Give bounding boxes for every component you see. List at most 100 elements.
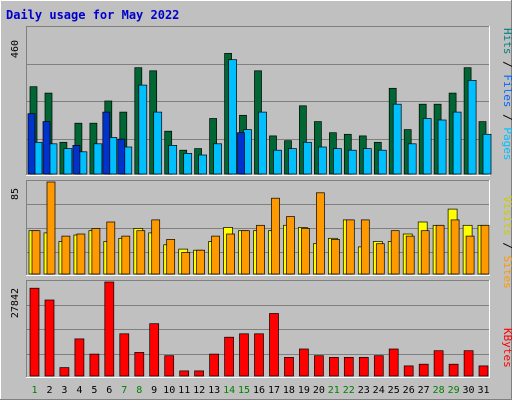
kbytes-bar-day-24 [373,355,384,377]
kbytes-panel [26,280,490,378]
sites-bar-day-9 [151,219,161,275]
day-label-23: 23 [358,385,370,396]
files-bar-day-3 [63,148,73,175]
files-bar-day-27 [422,118,432,175]
sites-bar-day-23 [360,219,370,275]
sites-bar-day-16 [256,224,265,275]
pages-bar-day-15 [237,132,245,175]
sites-bar-day-26 [405,235,415,275]
sites-bar-day-10 [166,239,176,275]
legend-sep-3: / [501,236,512,256]
sites-bar-day-22 [345,219,355,275]
sites-bar-day-12 [196,249,205,275]
kbytes-bar-day-6 [104,281,115,377]
day-label-15: 15 [238,385,250,396]
kbytes-bar-day-22 [343,357,354,377]
kbytes-bar-day-16 [254,333,264,377]
sites-bar-day-25 [390,230,400,275]
chart-title: Daily usage for May 2022 [6,8,179,22]
files-bar-day-19 [303,141,312,175]
files-bar-day-25 [392,103,402,175]
hits-max-label: 460 [10,40,21,58]
sites-bar-day-13 [211,235,220,275]
day-label-3: 3 [61,385,67,396]
files-bar-day-10 [168,145,178,175]
sites-bar-day-11 [181,252,191,275]
pages-bar-day-6 [102,111,111,175]
kbytes-max-label: 27842 [10,288,21,318]
sites-bar-day-6 [106,221,116,275]
kbytes-bar-day-31 [478,365,489,377]
files-bar-day-16 [258,111,267,175]
files-bar-day-11 [183,153,193,175]
day-label-5: 5 [91,385,97,396]
sites-bar-day-30 [465,235,475,275]
files-bar-day-13 [213,143,222,175]
day-label-6: 6 [106,385,112,396]
day-label-29: 29 [448,385,460,396]
sites-bar-day-24 [375,243,385,275]
kbytes-bar-day-12 [194,370,204,377]
day-label-22: 22 [343,385,355,396]
legend-sep-1: / [501,55,512,75]
kbytes-bar-day-25 [388,348,399,377]
files-bar-day-26 [407,143,417,175]
files-bar-day-28 [437,119,447,175]
kbytes-bar-day-1 [29,287,40,377]
kbytes-bar-day-28 [433,350,444,377]
day-label-17: 17 [268,385,280,396]
sites-visits-panel [26,180,490,276]
pages-bar-day-4 [72,145,81,175]
files-bar-day-22 [347,149,357,175]
kbytes-bar-day-27 [418,363,429,377]
kbytes-bar-day-19 [299,348,309,377]
kbytes-bar-day-23 [358,357,369,377]
kbytes-bar-day-10 [164,355,175,377]
day-labels: 1 2 3 4 5 6 7 8 9 10 11 12 13 14 15 16 17 18 19 20 21 22 23 24 2… [31,385,489,396]
kbytes-bar-day-29 [448,363,459,377]
sites-bar-day-5 [91,228,101,275]
day-label-11: 11 [178,385,190,396]
day-label-27: 27 [418,385,430,396]
sites-bar-day-8 [136,230,146,275]
kbytes-bar-day-14 [224,336,234,377]
kbytes-bar-day-9 [149,323,160,377]
day-label-1: 1 [31,385,37,396]
legend-sep-2: / [501,108,512,128]
sites-bar-day-21 [331,239,340,275]
sites-bar-day-2 [46,181,56,275]
kbytes-bar-day-5 [89,353,100,377]
kbytes-bar-day-3 [59,367,70,377]
day-label-25: 25 [388,385,400,396]
legend-visits: Visits [501,196,512,236]
kbytes-bar-day-18 [284,357,294,377]
files-bar-day-17 [273,149,282,175]
sites-bar-day-27 [420,230,430,275]
day-label-30: 30 [462,385,474,396]
pages-bar-day-2 [42,121,51,175]
kbytes-bar-day-20 [314,355,324,377]
sites-bar-day-18 [286,216,295,275]
legend-hits: Hits [501,28,512,55]
day-label-21: 21 [328,385,340,396]
kbytes-bar-day-7 [119,333,130,377]
sites-bar-day-14 [226,233,235,275]
kbytes-bar-day-2 [44,299,55,377]
sites-max-label: 85 [10,188,21,200]
day-label-24: 24 [373,385,385,396]
hits-files-pages-panel [26,26,492,176]
day-label-12: 12 [193,385,205,396]
day-label-2: 2 [46,385,52,396]
hits-bar-day-19 [299,105,307,175]
day-label-10: 10 [163,385,175,396]
files-bar-day-18 [288,148,297,175]
files-bar-day-23 [362,148,372,175]
day-label-9: 9 [151,385,157,396]
kbytes-bar-day-8 [134,352,145,377]
files-bar-day-14 [228,59,237,175]
sites-bar-day-15 [241,230,250,275]
kbytes-bar-day-26 [403,365,414,377]
files-bar-day-8 [138,84,148,175]
legend-pages: Pages [501,127,512,160]
